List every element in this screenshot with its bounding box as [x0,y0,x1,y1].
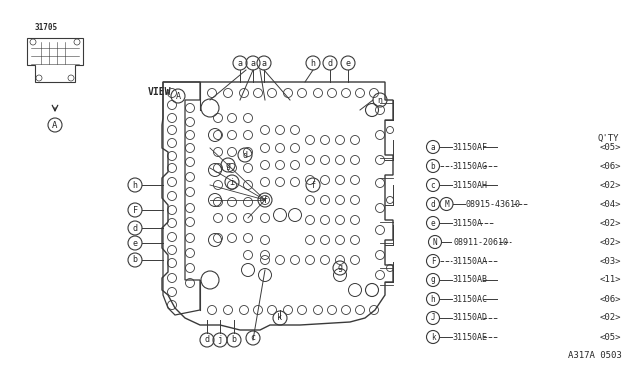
Text: b: b [431,161,435,170]
Text: j: j [218,336,223,344]
Text: 31150AC: 31150AC [452,295,488,304]
Text: 31150AF: 31150AF [452,142,488,151]
Text: g: g [225,160,230,170]
Text: A: A [175,92,180,100]
Text: <11>: <11> [599,276,621,285]
Text: <03>: <03> [599,257,621,266]
Text: d: d [328,58,333,67]
Text: 31150AH: 31150AH [452,180,488,189]
Text: <02>: <02> [599,314,621,323]
Text: d: d [205,336,209,344]
Text: <02>: <02> [599,237,621,247]
Text: a: a [262,58,266,67]
Text: f: f [262,196,268,205]
Text: g: g [431,276,435,285]
Text: e: e [431,218,435,228]
Text: N: N [433,237,437,247]
Text: d: d [431,199,435,208]
Text: Q'TY: Q'TY [597,134,619,142]
Text: e: e [346,58,351,67]
Text: a: a [237,58,243,67]
Text: f: f [310,180,316,189]
Text: 08911-20610: 08911-20610 [453,237,508,247]
Text: 31150A: 31150A [452,218,483,228]
Text: e: e [132,238,138,247]
Text: h: h [132,180,138,189]
Text: 31150AG: 31150AG [452,161,488,170]
Text: M: M [444,199,449,208]
Text: i: i [230,177,234,186]
Text: c: c [250,334,255,343]
Text: J: J [431,314,435,323]
Text: <06>: <06> [599,161,621,170]
Text: n: n [378,96,383,105]
Text: 31150AD: 31150AD [452,314,488,323]
Text: d: d [132,224,138,232]
Text: <04>: <04> [599,199,621,208]
Text: VIEW: VIEW [148,87,172,97]
Text: g: g [337,263,342,273]
Text: F: F [431,257,435,266]
Text: 31150AE: 31150AE [452,333,488,341]
Text: 31150AA: 31150AA [452,257,488,266]
Text: A: A [52,121,58,129]
Text: d: d [243,151,248,160]
Text: b: b [132,256,138,264]
Text: a: a [250,58,255,67]
Text: k: k [278,314,282,323]
Text: A317A 0503: A317A 0503 [568,350,622,359]
Text: b: b [232,336,237,344]
Text: <05>: <05> [599,333,621,341]
Text: 31705: 31705 [35,23,58,32]
Text: 31150AB: 31150AB [452,276,488,285]
Text: F: F [132,205,138,215]
Text: <05>: <05> [599,142,621,151]
Text: <02>: <02> [599,218,621,228]
Text: a: a [431,142,435,151]
Text: c: c [431,180,435,189]
Text: <02>: <02> [599,180,621,189]
Text: 08915-43610: 08915-43610 [466,199,521,208]
Text: <06>: <06> [599,295,621,304]
Text: h: h [310,58,316,67]
Text: h: h [431,295,435,304]
Text: k: k [431,333,435,341]
